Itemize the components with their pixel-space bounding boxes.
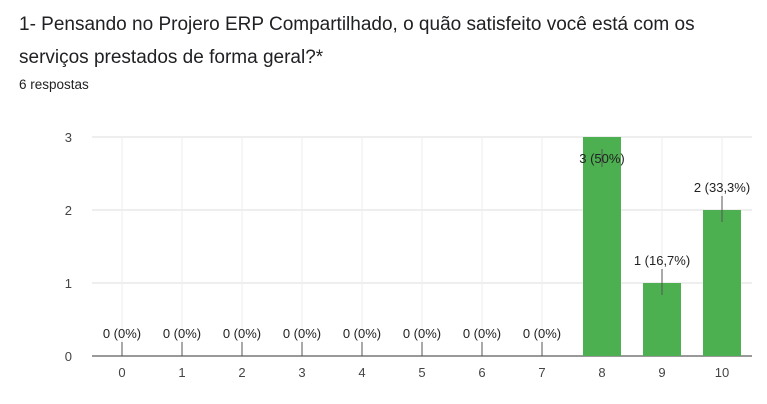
axis-labels: 0 1 2 3 0 1 2 3 4 5 6 7 8 9 10 [65, 130, 729, 380]
data-label-8: 3 (50%) [579, 151, 625, 166]
bar-10 [703, 210, 741, 356]
data-label-10: 2 (33,3%) [694, 180, 750, 195]
data-label-2: 0 (0%) [223, 326, 261, 341]
bar-8 [583, 137, 621, 356]
x-tick-label: 10 [715, 365, 729, 380]
x-tick-label: 8 [598, 365, 605, 380]
data-label-3: 0 (0%) [283, 326, 321, 341]
data-label-9: 1 (16,7%) [634, 253, 690, 268]
x-tick-label: 0 [118, 365, 125, 380]
data-label-4: 0 (0%) [343, 326, 381, 341]
question-title: 1- Pensando no Projero ERP Compartilhado… [19, 14, 695, 68]
x-tick-label: 3 [298, 365, 305, 380]
data-labels: 0 (0%) 0 (0%) 0 (0%) 0 (0%) 0 (0%) 0 (0%) 0 (0… [103, 149, 750, 356]
data-label-6: 0 (0%) [463, 326, 501, 341]
y-tick-label: 2 [65, 203, 72, 218]
x-tick-label: 9 [658, 365, 665, 380]
data-label-5: 0 (0%) [403, 326, 441, 341]
x-tick-label: 2 [238, 365, 245, 380]
x-tick-label: 5 [418, 365, 425, 380]
data-label-1: 0 (0%) [163, 326, 201, 341]
y-tick-label: 1 [65, 276, 72, 291]
response-count: 6 respostas [19, 77, 89, 92]
y-tick-label: 0 [65, 349, 72, 364]
data-label-7: 0 (0%) [523, 326, 561, 341]
x-tick-label: 7 [538, 365, 545, 380]
data-label-0: 0 (0%) [103, 326, 141, 341]
x-tick-label: 6 [478, 365, 485, 380]
bars [583, 137, 741, 356]
y-tick-label: 3 [65, 130, 72, 145]
x-tick-label: 1 [178, 365, 185, 380]
bar-9 [643, 283, 681, 356]
x-tick-label: 4 [358, 365, 365, 380]
